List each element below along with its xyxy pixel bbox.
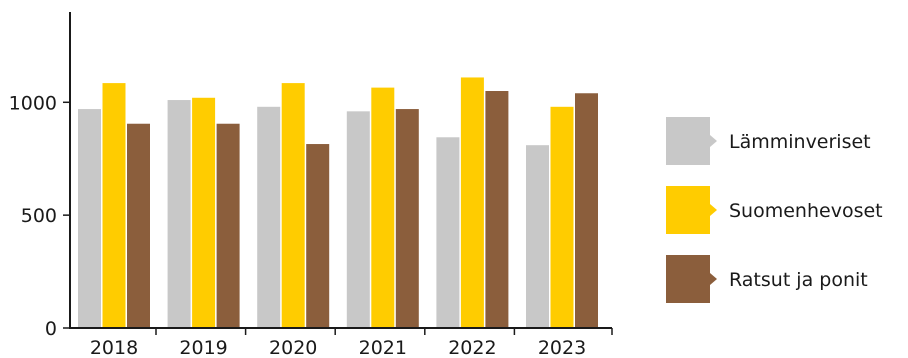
bar-2020-2 [281,83,305,328]
x-tick-label-2022: 2022 [448,337,496,358]
legend-swatch [666,186,710,234]
legend-swatch-pointer [710,204,717,216]
bar-2020-1 [257,106,281,328]
legend-item-3: Ratsut ja ponit [666,255,868,303]
x-tick-label-2019: 2019 [179,337,227,358]
x-tick-label-2020: 2020 [269,337,317,358]
bar-group-2022 [436,77,509,328]
bar-2018-3 [127,123,150,328]
x-tick-label-2021: 2021 [359,337,407,358]
x-tick-label-2023: 2023 [538,337,586,358]
bar-2023-2 [550,106,574,328]
bar-2023-3 [575,93,598,328]
legend-label: Suomenhevoset [729,200,883,222]
bar-2021-2 [371,87,395,328]
ticks-layer: 2018 2019 2020 2021 2022 2023 0 500 1000 [9,92,613,358]
y-tick-label-0: 0 [45,318,57,340]
bar-2018-2 [102,83,126,328]
bar-2019-2 [192,97,216,329]
bar-2021-3 [395,109,419,328]
legend-swatch-pointer [710,273,717,285]
x-tick-label-2018: 2018 [90,337,138,358]
legend-swatch-pointer [710,135,717,147]
bar-2019-1 [167,100,191,329]
legend-item-1: Lämminveriset [666,117,871,165]
axes-layer [69,12,612,329]
bar-2019-3 [216,123,240,328]
legend-swatch [666,117,710,165]
bar-group-2018 [78,83,150,328]
legend-label: Lämminveriset [729,131,871,153]
legend-item-2: Suomenhevoset [666,186,883,234]
bar-group-2023 [526,93,598,328]
bars-layer [78,77,598,329]
bar-2021-1 [346,111,370,328]
bar-group-2021 [346,87,419,328]
bar-2022-2 [460,77,484,328]
bar-2018-1 [78,109,101,328]
bar-2022-1 [436,137,460,328]
legend-label: Ratsut ja ponit [729,269,868,291]
legend: Lämminveriset Suomenhevoset Ratsut ja poni… [666,117,883,303]
y-tick-label-1000: 1000 [9,92,57,114]
legend-swatch [666,255,710,303]
bar-group-2020 [257,83,330,328]
bar-2023-1 [526,145,549,328]
bar-2022-3 [485,91,509,328]
bar-2020-3 [306,144,330,328]
bar-group-2019 [167,97,240,329]
y-tick-label-500: 500 [21,205,57,227]
